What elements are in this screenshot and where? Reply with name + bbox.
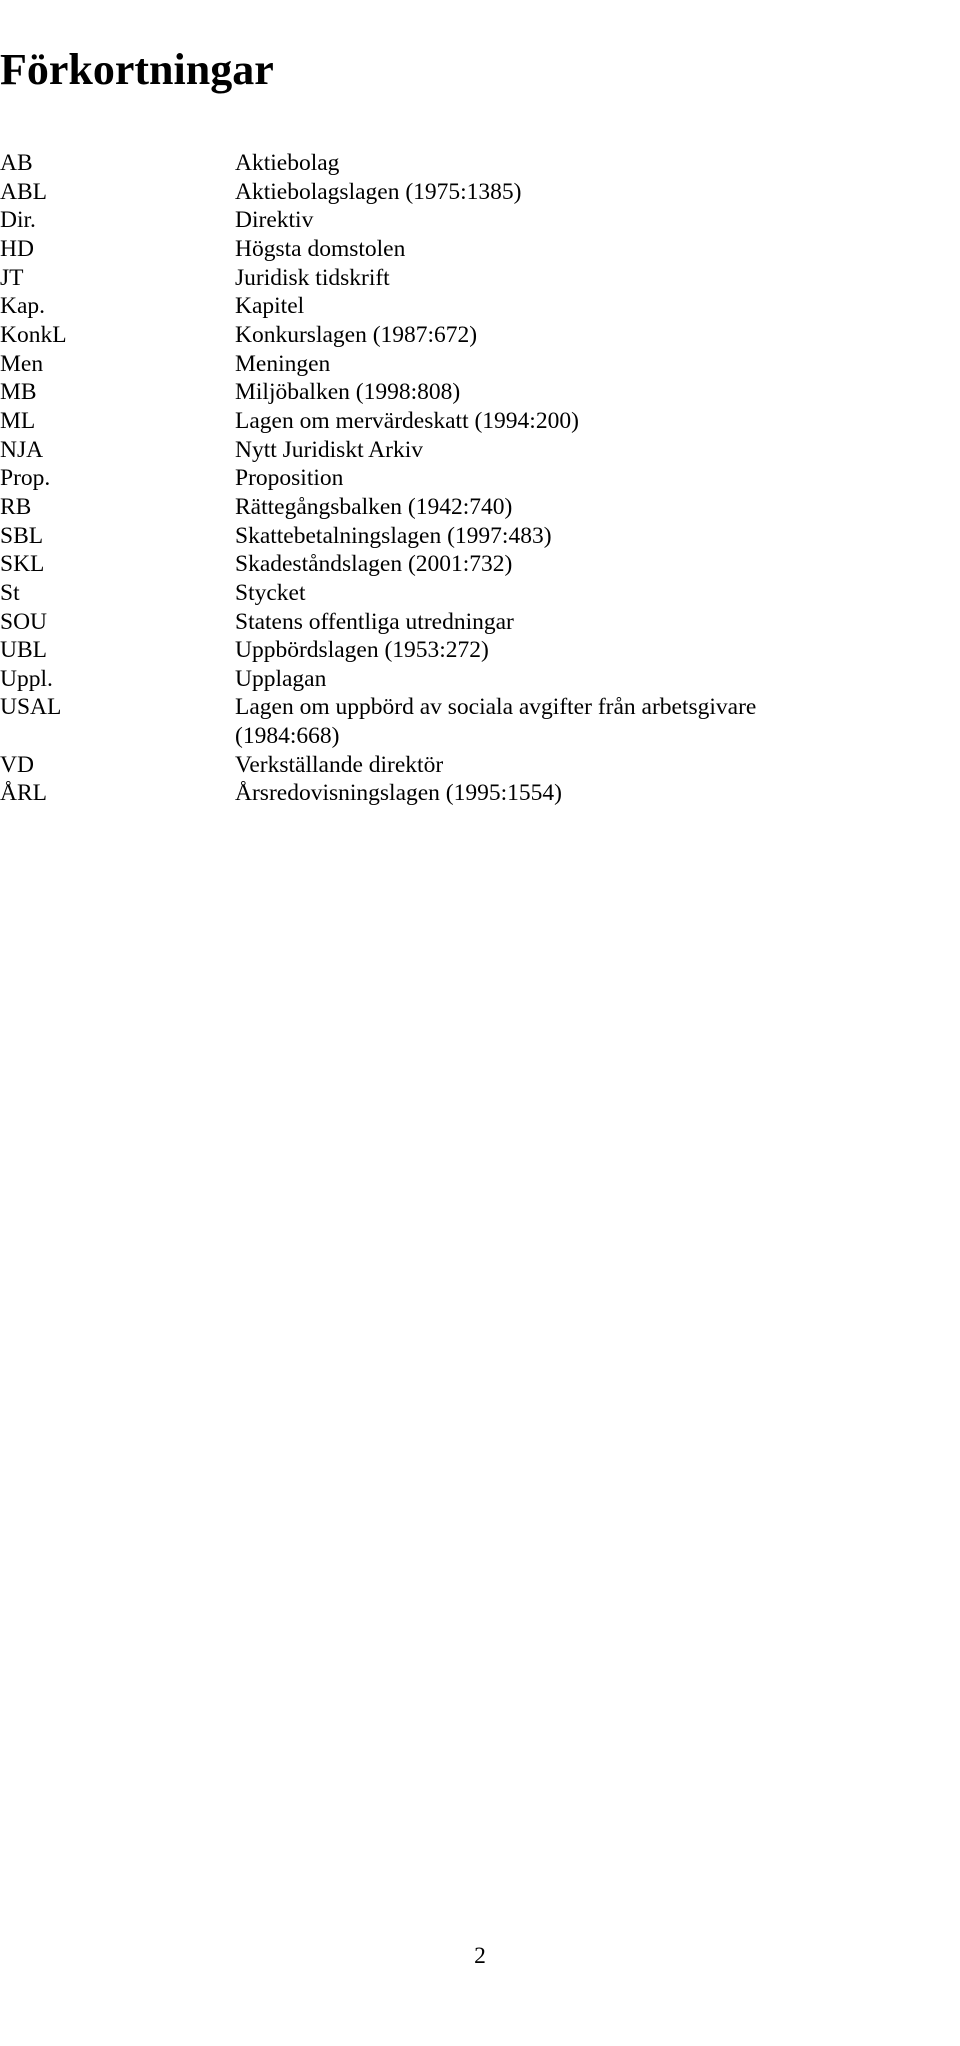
definition-cell: Skadeståndslagen (2001:732) xyxy=(235,550,850,579)
table-row: RBRättegångsbalken (1942:740) xyxy=(0,493,850,522)
definition-cell: Uppbördslagen (1953:272) xyxy=(235,636,850,665)
abbr-cell: USAL xyxy=(0,693,235,750)
table-row: USALLagen om uppbörd av sociala avgifter… xyxy=(0,693,850,750)
definition-cell: Verkställande direktör xyxy=(235,751,850,780)
abbr-cell: Men xyxy=(0,350,235,379)
definition-cell: Statens offentliga utredningar xyxy=(235,608,850,637)
definition-cell: Upplagan xyxy=(235,665,850,694)
abbr-cell: JT xyxy=(0,264,235,293)
table-row: SBLSkattebetalningslagen (1997:483) xyxy=(0,522,850,551)
table-row: MLLagen om mervärdeskatt (1994:200) xyxy=(0,407,850,436)
definition-cell: Stycket xyxy=(235,579,850,608)
table-row: VDVerkställande direktör xyxy=(0,751,850,780)
definition-cell: Lagen om uppbörd av sociala avgifter frå… xyxy=(235,693,850,750)
table-row: Uppl.Upplagan xyxy=(0,665,850,694)
abbr-cell: SKL xyxy=(0,550,235,579)
definition-cell: Nytt Juridiskt Arkiv xyxy=(235,436,850,465)
definition-cell: Juridisk tidskrift xyxy=(235,264,850,293)
definition-cell: Meningen xyxy=(235,350,850,379)
definition-cell: Direktiv xyxy=(235,206,850,235)
definition-cell: Årsredovisningslagen (1995:1554) xyxy=(235,779,850,808)
table-row: SKLSkadeståndslagen (2001:732) xyxy=(0,550,850,579)
abbr-cell: HD xyxy=(0,235,235,264)
abbr-cell: KonkL xyxy=(0,321,235,350)
abbr-cell: ÅRL xyxy=(0,779,235,808)
table-row: HDHögsta domstolen xyxy=(0,235,850,264)
definition-cell: Aktiebolagslagen (1975:1385) xyxy=(235,178,850,207)
table-row: SOUStatens offentliga utredningar xyxy=(0,608,850,637)
abbr-cell: RB xyxy=(0,493,235,522)
abbr-cell: St xyxy=(0,579,235,608)
definition-cell: Högsta domstolen xyxy=(235,235,850,264)
abbr-cell: MB xyxy=(0,378,235,407)
abbr-cell: SOU xyxy=(0,608,235,637)
page: Förkortningar ABAktiebolagABLAktiebolags… xyxy=(0,0,960,2046)
definition-cell: Skattebetalningslagen (1997:483) xyxy=(235,522,850,551)
table-row: MBMiljöbalken (1998:808) xyxy=(0,378,850,407)
table-row: ÅRLÅrsredovisningslagen (1995:1554) xyxy=(0,779,850,808)
abbr-cell: Dir. xyxy=(0,206,235,235)
abbr-cell: NJA xyxy=(0,436,235,465)
page-number: 2 xyxy=(0,1943,960,1970)
definition-cell: Lagen om mervärdeskatt (1994:200) xyxy=(235,407,850,436)
table-row: Prop.Proposition xyxy=(0,464,850,493)
abbr-cell: ML xyxy=(0,407,235,436)
abbr-cell: UBL xyxy=(0,636,235,665)
table-row: Dir.Direktiv xyxy=(0,206,850,235)
abbr-cell: ABL xyxy=(0,178,235,207)
definition-cell: Konkurslagen (1987:672) xyxy=(235,321,850,350)
abbr-cell: AB xyxy=(0,149,235,178)
definition-cell: Miljöbalken (1998:808) xyxy=(235,378,850,407)
abbr-cell: Uppl. xyxy=(0,665,235,694)
table-row: KonkLKonkurslagen (1987:672) xyxy=(0,321,850,350)
table-row: JTJuridisk tidskrift xyxy=(0,264,850,293)
abbr-cell: SBL xyxy=(0,522,235,551)
table-row: Kap.Kapitel xyxy=(0,292,850,321)
table-row: ABAktiebolag xyxy=(0,149,850,178)
definition-cell: Rättegångsbalken (1942:740) xyxy=(235,493,850,522)
page-title: Förkortningar xyxy=(0,44,850,95)
abbr-cell: Prop. xyxy=(0,464,235,493)
definition-cell: Kapitel xyxy=(235,292,850,321)
abbr-cell: Kap. xyxy=(0,292,235,321)
table-row: NJANytt Juridiskt Arkiv xyxy=(0,436,850,465)
definition-cell: Proposition xyxy=(235,464,850,493)
abbr-cell: VD xyxy=(0,751,235,780)
abbreviation-table: ABAktiebolagABLAktiebolagslagen (1975:13… xyxy=(0,149,850,808)
table-row: ABLAktiebolagslagen (1975:1385) xyxy=(0,178,850,207)
table-row: StStycket xyxy=(0,579,850,608)
definition-cell: Aktiebolag xyxy=(235,149,850,178)
table-row: MenMeningen xyxy=(0,350,850,379)
table-row: UBLUppbördslagen (1953:272) xyxy=(0,636,850,665)
